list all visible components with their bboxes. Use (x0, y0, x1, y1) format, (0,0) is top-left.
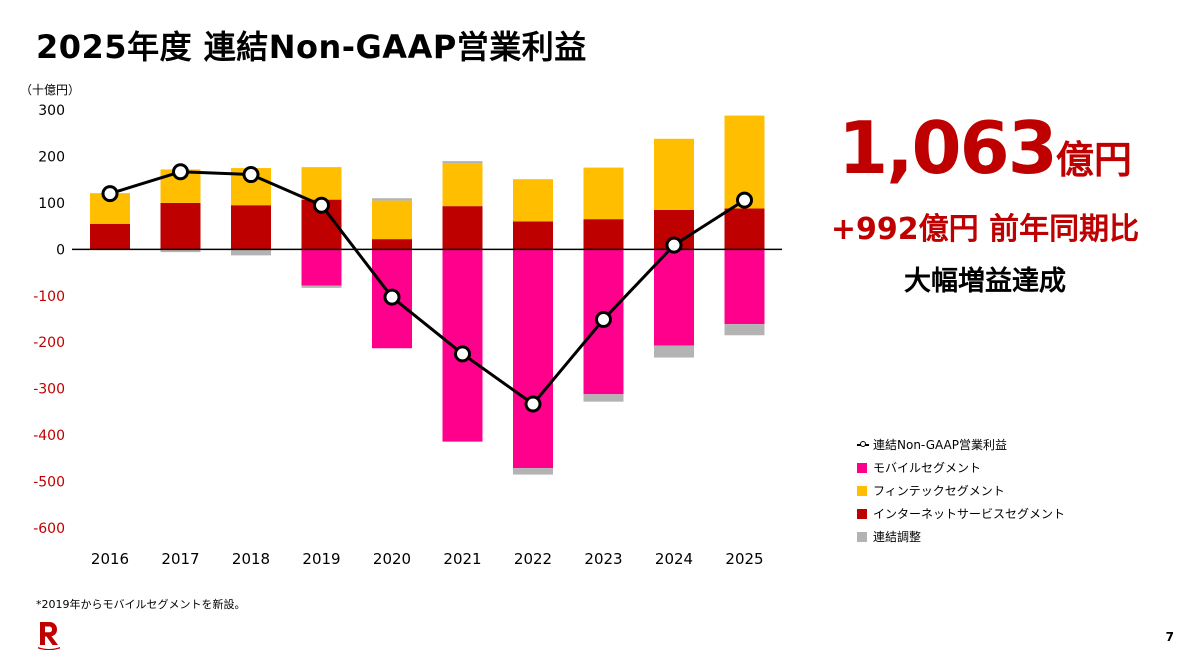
x-tick-label: 2019 (302, 550, 340, 568)
bar-mobile (654, 249, 694, 346)
headline-delta: +992億円 前年同期比 (830, 212, 1140, 247)
headline-unit: 億円 (1055, 138, 1132, 182)
legend-label: モバイルセグメント (873, 461, 982, 475)
bar-internet (231, 205, 271, 250)
headline: 1,063億円 +992億円 前年同期比 大幅増益達成 (795, 108, 1175, 302)
bar-mobile (513, 249, 553, 469)
page-title: 2025年度 連結Non-GAAP営業利益 (36, 28, 587, 66)
bar-fintech (442, 163, 483, 207)
bar-adjust (231, 249, 271, 256)
x-tick-label: 2025 (725, 550, 763, 568)
bar-adjust (724, 324, 765, 336)
internet-swatch-icon (857, 508, 867, 519)
legend-label: 連結調整 (873, 530, 922, 544)
legend-item-internet: インターネットサービスセグメント (857, 502, 1065, 525)
y-tick-label: 0 (56, 242, 65, 258)
headline-subtext: 大幅増益達成 (904, 266, 1066, 297)
y-axis-unit-label: （十億円） (20, 83, 80, 97)
bar-fintech (372, 200, 412, 240)
legend-item-adjust: 連結調整 (857, 525, 1065, 548)
legend-item-mobile: モバイルセグメント (857, 456, 1065, 479)
x-tick-label: 2022 (514, 550, 552, 568)
bar-adjust (583, 394, 624, 402)
bar-mobile (724, 249, 765, 325)
line-point (454, 345, 471, 363)
line-point (313, 196, 330, 214)
line-markers (101, 163, 753, 413)
bar-adjust (301, 285, 342, 288)
legend-item-line: 連結Non-GAAP営業利益 (857, 433, 1065, 456)
adjust-swatch-icon (857, 531, 867, 542)
y-tick-label: -500 (33, 475, 65, 491)
x-tick-label: 2020 (373, 550, 411, 568)
bars (90, 115, 765, 475)
y-tick-label: 100 (38, 196, 65, 212)
bar-mobile (301, 249, 342, 286)
y-tick-label: 200 (38, 149, 65, 165)
page-number: 7 (1165, 630, 1174, 644)
mobile-swatch-icon (857, 462, 867, 473)
y-tick-label: -400 (33, 428, 65, 444)
y-tick-label: -100 (33, 289, 65, 305)
bar-adjust (654, 345, 694, 358)
x-tick-labels: 2016 2017 2018 2019 2020 2021 2022 2023 2024 2025 (91, 550, 764, 568)
line-point (665, 236, 683, 254)
bar-fintech (513, 179, 553, 222)
rakuten-logo-icon (38, 622, 60, 650)
line-point (383, 288, 401, 306)
x-tick-label: 2024 (655, 550, 693, 568)
bar-internet (513, 221, 553, 250)
bar-internet (583, 219, 624, 250)
bar-adjust (372, 198, 412, 201)
legend: 連結Non-GAAP営業利益 モバイルセグメント フィンテックセグメント インタ… (857, 433, 1065, 548)
x-tick-label: 2016 (91, 550, 129, 568)
line-point (736, 191, 753, 209)
headline-number: 1,063 (838, 106, 1058, 190)
line-marker-icon (857, 440, 869, 450)
fintech-swatch-icon (857, 485, 867, 496)
bar-fintech (654, 138, 694, 210)
line-point (242, 166, 260, 184)
line-point (524, 395, 542, 413)
y-tick-labels: 300 200 100 0 -100 -200 -300 -400 -500 -600 (33, 103, 65, 537)
legend-label: インターネットサービスセグメント (873, 507, 1066, 521)
x-tick-label: 2018 (232, 550, 270, 568)
bar-adjust (513, 468, 553, 475)
x-tick-label: 2021 (443, 550, 481, 568)
bar-internet (90, 223, 130, 250)
profit-line (109, 170, 746, 406)
bar-adjust (442, 161, 483, 164)
bar-adjust (160, 249, 201, 253)
y-tick-label: -300 (33, 382, 65, 398)
x-tick-label: 2023 (584, 550, 622, 568)
bar-fintech (583, 167, 624, 220)
line-point (595, 310, 612, 328)
legend-label: 連結Non-GAAP営業利益 (873, 438, 1007, 452)
y-tick-label: -200 (33, 335, 65, 351)
chart: （十億円） 300 200 100 0 -100 -200 -300 -400 -500 -600… (20, 83, 782, 568)
y-tick-label: 300 (38, 103, 65, 119)
legend-item-fintech: フィンテックセグメント (857, 479, 1065, 502)
bar-internet (442, 206, 483, 250)
headline-value: 1,063億円 (795, 108, 1175, 200)
bar-internet (372, 239, 412, 250)
y-tick-label: -600 (33, 521, 65, 537)
line-point (172, 163, 189, 181)
legend-label: フィンテックセグメント (873, 484, 1005, 498)
line-point (101, 185, 119, 203)
x-tick-label: 2017 (161, 550, 199, 568)
footnote: *2019年からモバイルセグメントを新設。 (36, 598, 246, 611)
bar-internet (160, 202, 201, 250)
bar-fintech (301, 167, 342, 200)
bar-internet (724, 208, 765, 250)
